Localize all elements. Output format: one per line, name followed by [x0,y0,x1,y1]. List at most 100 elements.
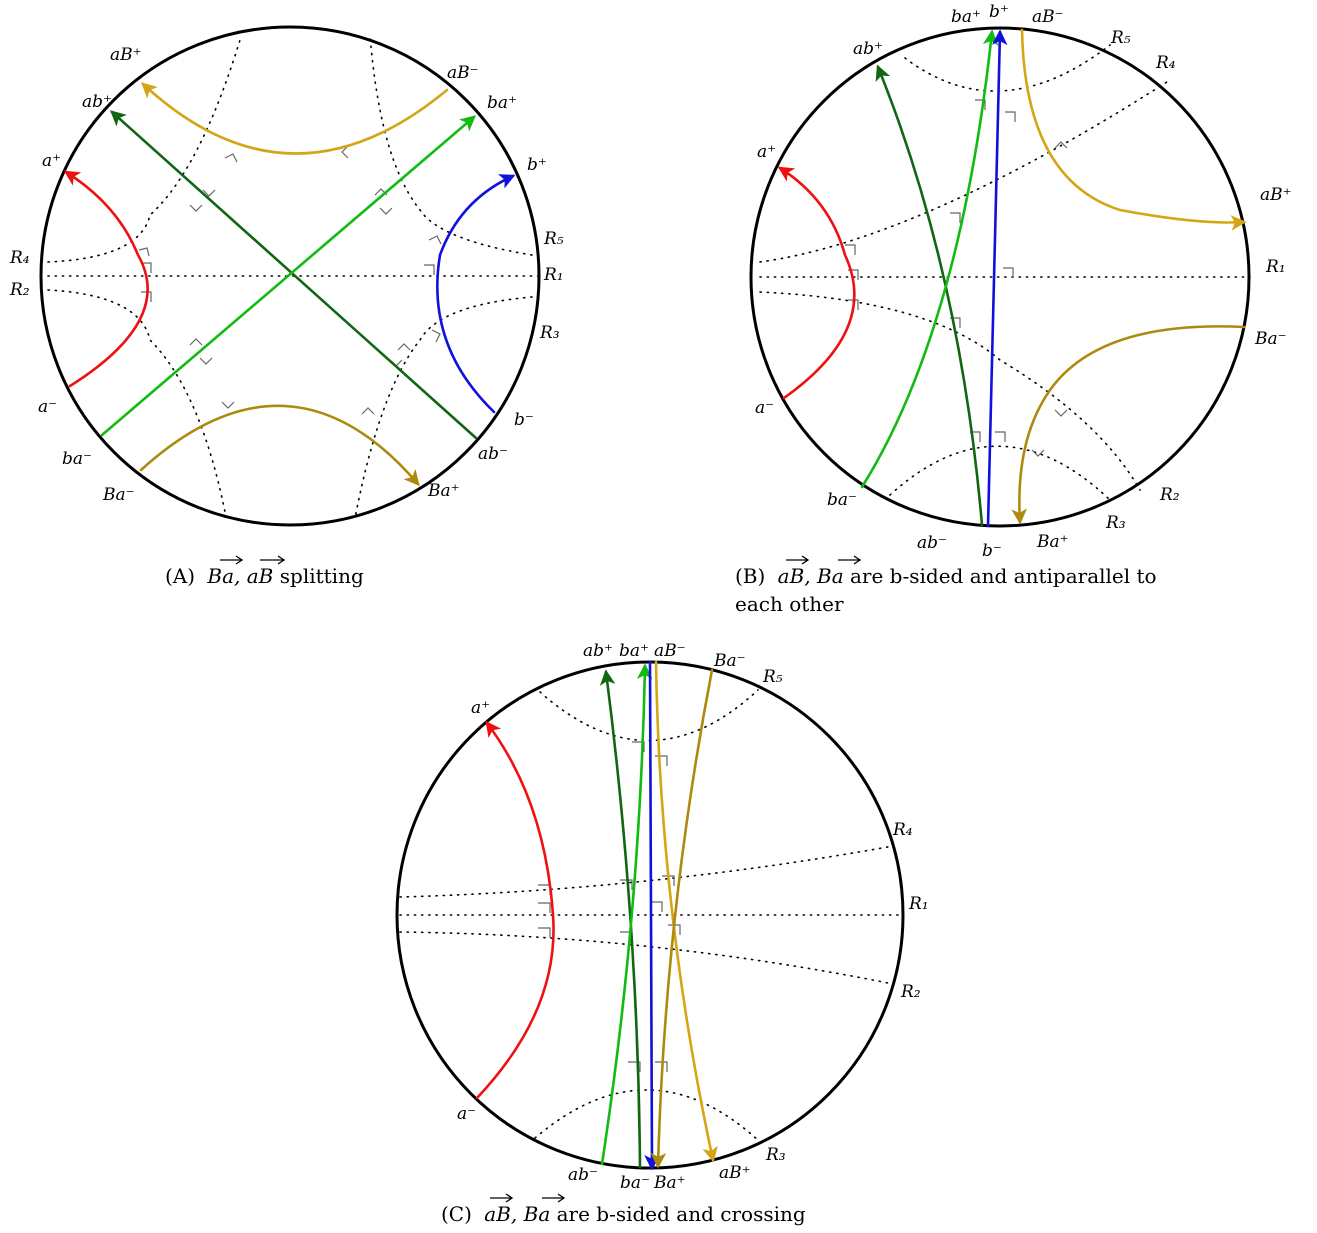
label-aB-plus: aB⁺ [719,1163,751,1183]
label-a-minus: a⁻ [38,397,57,417]
caption-tag: (B) [735,564,765,588]
ra-mark [141,262,152,273]
ra-mark [397,343,411,351]
label-Ba-minus: Ba⁻ [1254,329,1287,349]
panel-a-dotted-upper-right [369,34,533,256]
panel-a-a-geodesic [63,170,149,388]
panel-b-b-geodesic [986,29,1008,528]
label-ba-minus: ba⁻ [62,449,92,469]
panel-c-aB-geodesic [654,660,718,1163]
ra-mark [662,875,675,886]
ra-mark [620,879,633,890]
panel-a-ba-geodesic [100,115,476,437]
label-ab-plus: ab⁺ [853,39,883,59]
ra-mark [668,924,681,935]
panel-b-Ba-geodesic [1011,325,1246,525]
label-aB-minus: aB⁻ [654,641,686,661]
ra-mark [538,902,551,913]
label-b-minus: b⁻ [982,541,1002,561]
label-aB-minus: aB⁻ [447,63,479,83]
label-ab-plus: ab⁺ [583,641,613,661]
label-ba-plus: ba⁺ [951,7,981,27]
panel-a-ab-geodesic [110,110,478,440]
panel-a-caption: (A) Ba, aB splitting [165,564,364,588]
panel-b-a-geodesic [777,166,856,400]
label-R1: R₁ [1265,257,1286,277]
panel-c-Ba-geodesic [650,668,714,1169]
ra-mark [1005,111,1016,122]
caption-vector-arrows [220,555,286,565]
caption-vector-arrows [490,1193,566,1203]
ra-mark [628,1061,641,1072]
panel-b-labels: ba⁺ b⁺ aB⁻ R₅ ab⁺ R₄ a⁺ aB⁺ R₁ Ba⁻ a⁻ ba… [755,2,1292,561]
label-b-plus: b⁺ [527,155,547,175]
caption-math: aB, Ba [484,1202,550,1226]
label-b-plus: b⁺ [989,2,1009,22]
label-R5: R₅ [1110,28,1131,48]
panel-b-dotted-R3 [889,445,1111,501]
ra-mark [424,264,435,275]
label-a-plus: a⁺ [471,698,490,718]
panel-a: aB⁺ ab⁺ a⁺ R₄ R₂ a⁻ ba⁻ Ba⁻ aB⁻ ba⁺ b⁺ R… [9,25,564,588]
label-aB-plus: aB⁺ [1260,185,1292,205]
ra-mark [202,189,216,197]
label-R3: R₃ [765,1145,786,1165]
ra-mark [428,235,442,245]
panel-c-a-geodesic [475,720,555,1100]
ra-mark [1003,267,1014,278]
label-aB-minus: aB⁻ [1032,7,1064,27]
panel-a-Ba-geodesic [139,404,420,486]
panel-b: ba⁺ b⁺ aB⁻ R₅ ab⁺ R₄ a⁺ aB⁺ R₁ Ba⁻ a⁻ ba… [735,2,1292,616]
ra-mark [431,329,441,343]
ra-mark [538,927,551,938]
panel-b-caption: (B) aB, Ba are b-sided and antiparallel … [735,564,1157,588]
label-a-plus: a⁺ [42,151,61,171]
label-ba-plus: ba⁺ [619,641,649,661]
ra-mark [189,338,203,346]
ra-mark [995,431,1006,442]
panel-b-aB-geodesic [1020,28,1247,231]
label-R5: R₅ [543,229,564,249]
label-R1: R₁ [908,894,929,914]
caption-text: are b-sided and antiparallel to [850,564,1157,588]
label-R3: R₃ [1105,513,1126,533]
label-b-minus: b⁻ [514,410,534,430]
label-R5: R₅ [762,667,783,687]
label-a-plus: a⁺ [757,142,776,162]
ra-mark [189,204,203,212]
panel-b-dotted-R5 [904,44,1111,92]
caption-text: splitting [280,564,364,588]
ra-mark [970,431,981,442]
ra-mark [141,291,152,302]
panel-a-labels: aB⁺ ab⁺ a⁺ R₄ R₂ a⁻ ba⁻ Ba⁻ aB⁻ ba⁺ b⁺ R… [9,45,564,505]
label-ab-minus: ab⁻ [568,1165,598,1185]
ra-mark [975,99,986,110]
label-Ba-plus: Ba⁺ [1036,532,1069,552]
label-R3: R₃ [539,323,560,343]
panel-b-dotted-R4 [759,79,1171,263]
label-ab-minus: ab⁻ [478,444,508,464]
label-R4: R₄ [1155,53,1176,73]
panel-a-dotted-geodesics [47,34,539,519]
ra-mark [1054,141,1068,149]
label-R4: R₄ [892,820,913,840]
panel-b-caption-line2: each other [735,592,844,616]
label-a-minus: a⁻ [457,1104,476,1124]
caption-text: are b-sided and crossing [557,1202,806,1226]
panel-b-dotted-geodesics [759,44,1251,501]
panel-a-dotted-lower-left [47,289,226,513]
label-Ba-plus: Ba⁺ [653,1173,686,1193]
ra-mark [1031,449,1045,457]
panel-c: ab⁺ ba⁺ aB⁻ Ba⁻ R₅ a⁺ R₄ R₁ R₂ a⁻ ab⁻ ba… [395,641,929,1226]
ra-mark [655,1061,668,1072]
panel-b-right-angle-marks [845,99,1068,457]
label-aB-plus: aB⁺ [110,45,142,65]
panel-c-labels: ab⁺ ba⁺ aB⁻ Ba⁻ R₅ a⁺ R₄ R₁ R₂ a⁻ ab⁻ ba… [457,641,929,1193]
caption-tag: (A) [165,564,195,588]
caption-math: aB, Ba [778,564,844,588]
panel-a-dotted-lower-right [354,296,533,519]
label-Ba-minus: Ba⁻ [713,651,746,671]
panel-c-caption: (C) aB, Ba are b-sided and crossing [441,1202,806,1226]
panel-c-dotted-R3 [534,1089,761,1143]
